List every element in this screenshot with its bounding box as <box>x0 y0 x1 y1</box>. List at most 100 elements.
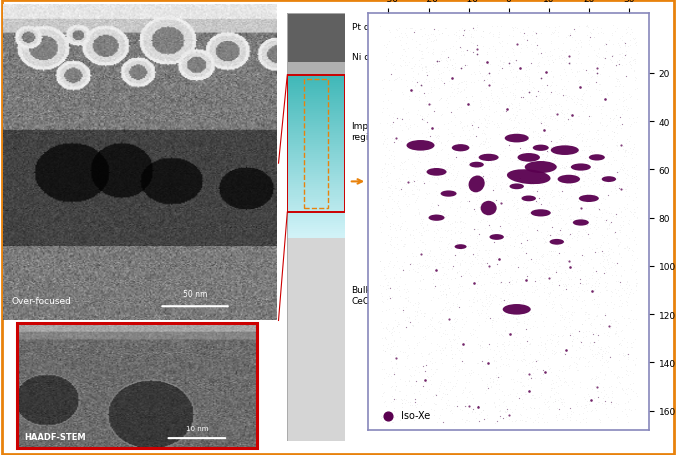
Point <box>468 299 479 306</box>
Point <box>550 88 560 95</box>
Point <box>627 247 638 254</box>
Point <box>614 114 625 121</box>
Point <box>507 92 518 99</box>
Point <box>583 53 594 60</box>
Point <box>605 220 616 227</box>
Point <box>503 278 514 286</box>
Point <box>619 43 630 51</box>
Point <box>575 267 585 274</box>
Point <box>544 406 555 413</box>
Point <box>416 230 427 238</box>
Point <box>621 205 632 212</box>
Point <box>573 355 584 363</box>
Point <box>544 114 555 121</box>
Point <box>436 75 447 82</box>
Point <box>424 68 435 76</box>
Point <box>610 63 621 71</box>
Point <box>433 75 443 82</box>
Point <box>409 313 420 320</box>
Point <box>458 158 468 166</box>
Bar <box>287 110 345 112</box>
Point <box>518 260 529 267</box>
Point <box>456 198 466 205</box>
Point <box>521 325 531 333</box>
Point <box>418 148 429 155</box>
Point <box>523 257 533 264</box>
Point <box>390 317 401 324</box>
Point <box>533 115 544 122</box>
Point <box>418 115 429 122</box>
Point <box>480 122 491 130</box>
Point <box>513 307 524 314</box>
Point <box>418 137 429 145</box>
Point <box>420 66 431 73</box>
Bar <box>287 112 345 114</box>
Point <box>483 117 493 125</box>
Point <box>583 231 594 238</box>
Point <box>579 253 589 260</box>
Point <box>556 136 566 144</box>
Point <box>377 308 387 315</box>
Point <box>465 263 476 270</box>
Point <box>437 146 448 153</box>
Point <box>492 260 503 268</box>
Point <box>468 293 479 301</box>
Point <box>442 151 453 158</box>
Point <box>425 317 436 324</box>
Point <box>487 317 498 324</box>
Point <box>417 51 428 58</box>
Point <box>512 313 523 320</box>
Point <box>459 51 470 59</box>
Point <box>464 372 475 379</box>
Point <box>401 324 412 331</box>
Point <box>566 262 577 269</box>
Point <box>539 395 550 403</box>
Point <box>429 284 439 292</box>
Point <box>595 71 606 78</box>
Point <box>484 120 495 127</box>
Point <box>506 290 517 297</box>
Point <box>470 211 481 218</box>
Point <box>534 119 545 126</box>
Point <box>599 298 610 306</box>
Point <box>562 411 573 419</box>
Point <box>452 85 462 92</box>
Point <box>471 25 482 32</box>
Point <box>464 243 475 251</box>
Point <box>462 136 473 143</box>
Point <box>611 236 622 243</box>
Point <box>607 213 618 220</box>
Point <box>542 332 553 339</box>
Point <box>381 295 392 303</box>
Point <box>528 85 539 92</box>
Point <box>596 177 607 185</box>
Point <box>437 390 448 397</box>
Point <box>452 290 463 297</box>
Point <box>582 311 593 318</box>
Point <box>480 260 491 268</box>
Point <box>524 81 535 88</box>
Point <box>565 216 576 223</box>
Point <box>382 50 393 57</box>
Point <box>630 209 641 216</box>
Point <box>585 155 596 162</box>
Point <box>469 208 480 216</box>
Point <box>474 68 485 76</box>
Point <box>589 241 600 248</box>
Point <box>527 364 537 371</box>
Point <box>610 83 621 90</box>
Point <box>400 363 410 370</box>
Point <box>604 344 615 351</box>
Point <box>556 231 566 238</box>
Point <box>486 160 497 167</box>
Point <box>387 190 397 197</box>
Point <box>550 308 560 315</box>
Point <box>576 193 587 200</box>
Point <box>494 402 505 409</box>
Point <box>435 95 446 102</box>
Bar <box>287 138 345 141</box>
Point <box>566 182 577 189</box>
Point <box>587 374 598 382</box>
Point <box>493 68 504 75</box>
Point <box>546 187 557 194</box>
